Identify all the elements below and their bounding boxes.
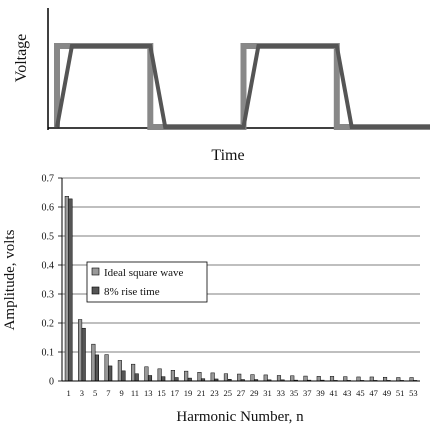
x-tick-label: 39 <box>316 388 325 398</box>
y-tick-label: 0.7 <box>42 174 55 185</box>
x-tick-label: 19 <box>184 388 193 398</box>
y-tick-label: 0.1 <box>42 348 55 359</box>
x-tick-label: 45 <box>356 388 365 398</box>
bar-ideal <box>184 370 189 382</box>
bar-ideal <box>303 375 308 382</box>
bar-ideal <box>104 354 109 382</box>
legend-swatch-ideal <box>91 267 100 276</box>
bar-ideal <box>409 377 414 382</box>
harmonic-y-ticks: 0 0.1 0.2 0.3 0.4 0.5 0.6 0.7 <box>42 174 62 388</box>
x-tick-label: 25 <box>223 388 232 398</box>
x-tick-label: 7 <box>106 388 110 398</box>
x-tick-label: 53 <box>409 388 418 398</box>
bar-rise-time <box>121 370 126 382</box>
bar-ideal <box>157 368 162 382</box>
x-tick-label: 23 <box>210 388 219 398</box>
bar-ideal <box>329 376 335 382</box>
harmonic-x-label: Harmonic Number, n <box>176 409 304 425</box>
bar-ideal <box>276 375 282 382</box>
bar-rise-time <box>147 375 153 382</box>
bar-rise-time <box>81 327 86 382</box>
bar-rise-time <box>94 354 100 382</box>
bar-ideal <box>210 372 215 382</box>
bar-ideal <box>290 375 295 382</box>
bar-ideal <box>383 376 388 382</box>
bar-rise-time <box>68 198 73 382</box>
bar-ideal <box>64 196 69 382</box>
bar-rise-time <box>134 373 139 382</box>
x-tick-label: 3 <box>80 388 84 398</box>
waveform-line-rise-time <box>55 44 430 129</box>
bar-ideal <box>316 376 321 382</box>
x-tick-label: 49 <box>383 388 392 398</box>
y-tick-label: 0.5 <box>42 232 55 243</box>
harmonic-legend: Ideal square wave 8% rise time <box>86 261 208 303</box>
bar-ideal <box>131 363 136 382</box>
x-tick-label: 33 <box>277 388 286 398</box>
bar-ideal <box>78 319 83 382</box>
x-tick-label: 31 <box>263 388 272 398</box>
y-tick-label: 0.2 <box>42 319 55 330</box>
waveform-x-label: Time <box>211 147 244 164</box>
bar-ideal <box>91 343 96 382</box>
bar-ideal <box>223 373 228 382</box>
bar-ideal <box>144 366 149 382</box>
legend-label-rise: 8% rise time <box>104 286 160 298</box>
harmonic-chart: 00.10.20.30.40.50.60.7 1 3 5 7 9 11 13 15 17 19 21… <box>2 174 420 425</box>
x-tick-label: 21 <box>197 388 206 398</box>
x-tick-label: 41 <box>330 388 339 398</box>
y-tick-label: 0.3 <box>42 290 55 301</box>
x-tick-label: 35 <box>290 388 299 398</box>
waveform-y-label: Voltage <box>13 34 30 83</box>
bar-ideal <box>250 374 255 382</box>
x-tick-label: 5 <box>93 388 97 398</box>
legend-swatch-rise <box>91 286 100 295</box>
legend-box <box>86 261 208 303</box>
bar-ideal <box>369 376 374 382</box>
y-tick-label: 0 <box>49 377 54 388</box>
bar-ideal <box>263 374 268 382</box>
x-tick-label: 1 <box>67 388 71 398</box>
waveform-line-ideal <box>54 43 430 130</box>
x-tick-label: 43 <box>343 388 352 398</box>
harmonic-y-label: Amplitude, volts <box>2 229 18 330</box>
bar-ideal <box>237 373 242 382</box>
bar-rise-time <box>174 377 179 382</box>
x-tick-label: 15 <box>157 388 166 398</box>
harmonic-x-ticks: 1 3 5 7 9 11 13 15 17 19 21 23 25 27 29 31 33 35 37 39 41 43 4… <box>67 388 418 398</box>
bar-rise-time <box>108 365 113 382</box>
x-tick-label: 9 <box>120 388 124 398</box>
x-tick-label: 51 <box>396 388 405 398</box>
legend-label-ideal: Ideal square wave <box>104 267 184 279</box>
y-tick-label: 0.4 <box>42 261 55 272</box>
bar-ideal <box>117 360 122 382</box>
bar-ideal <box>396 377 401 382</box>
bar-ideal <box>343 376 348 382</box>
x-tick-label: 37 <box>303 388 312 398</box>
x-tick-label: 27 <box>237 388 246 398</box>
x-tick-label: 17 <box>170 388 179 398</box>
x-tick-label: 13 <box>144 388 153 398</box>
x-tick-label: 11 <box>131 388 139 398</box>
bar-ideal <box>197 372 202 382</box>
waveform-chart: Voltage Time <box>13 8 430 164</box>
waveform-series-group <box>54 43 430 130</box>
x-tick-label: 47 <box>369 388 378 398</box>
bar-ideal <box>170 370 175 382</box>
y-tick-label: 0.6 <box>42 203 55 214</box>
x-tick-label: 29 <box>250 388 259 398</box>
bar-ideal <box>356 376 361 382</box>
bar-rise-time <box>161 376 166 382</box>
